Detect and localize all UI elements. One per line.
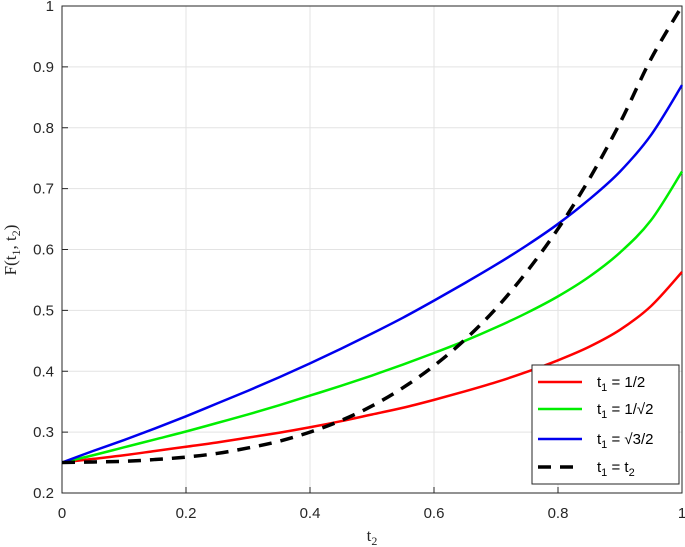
legend-box: [531, 364, 680, 485]
legend-items: t1 = 1/2 t1 = 1/√2 t1 = √3/2 t1 = t2: [538, 374, 653, 479]
x-tick-label: 1: [678, 505, 685, 522]
y-axis-ticks: 0.2 0.3 0.4 0.5 0.6 0.7 0.8 0.9 1: [33, 0, 68, 502]
y-tick-label: 0.8: [33, 120, 54, 137]
y-axis-label: F(t1, t2): [1, 225, 23, 276]
y-tick-label: 1: [46, 0, 54, 15]
y-tick-label: 0.3: [33, 424, 54, 441]
series-line-3: [61, 84, 684, 464]
legend: t1 = 1/2 t1 = 1/√2 t1 = √3/2 t1 = t2: [531, 364, 680, 485]
series-line-1: [61, 271, 683, 464]
series-line-2: [61, 170, 684, 464]
legend-label-4: t1 = t2: [597, 459, 635, 479]
y-tick-label: 0.7: [33, 181, 54, 198]
legend-label-3: t1 = √3/2: [597, 431, 653, 451]
y-tick-label: 0.5: [33, 302, 54, 319]
x-tick-label: 0.6: [424, 505, 445, 522]
y-tick-label: 0.6: [33, 242, 54, 259]
x-axis-ticks: 0 0.2 0.4 0.6 0.8 1: [58, 487, 685, 522]
y-tick-label: 0.4: [33, 363, 54, 380]
series-line-4: [61, 5, 684, 465]
x-tick-label: 0.4: [300, 505, 321, 522]
legend-label-2: t1 = 1/√2: [597, 401, 653, 421]
x-tick-label: 0.8: [548, 505, 569, 522]
series-layer: [61, 5, 684, 465]
x-tick-label: 0.2: [176, 505, 197, 522]
x-axis-label: t2: [367, 526, 378, 547]
x-tick-label: 0: [58, 505, 66, 522]
y-tick-label: 0.9: [33, 59, 54, 76]
y-tick-label: 0.2: [33, 485, 54, 502]
legend-label-1: t1 = 1/2: [597, 374, 645, 394]
